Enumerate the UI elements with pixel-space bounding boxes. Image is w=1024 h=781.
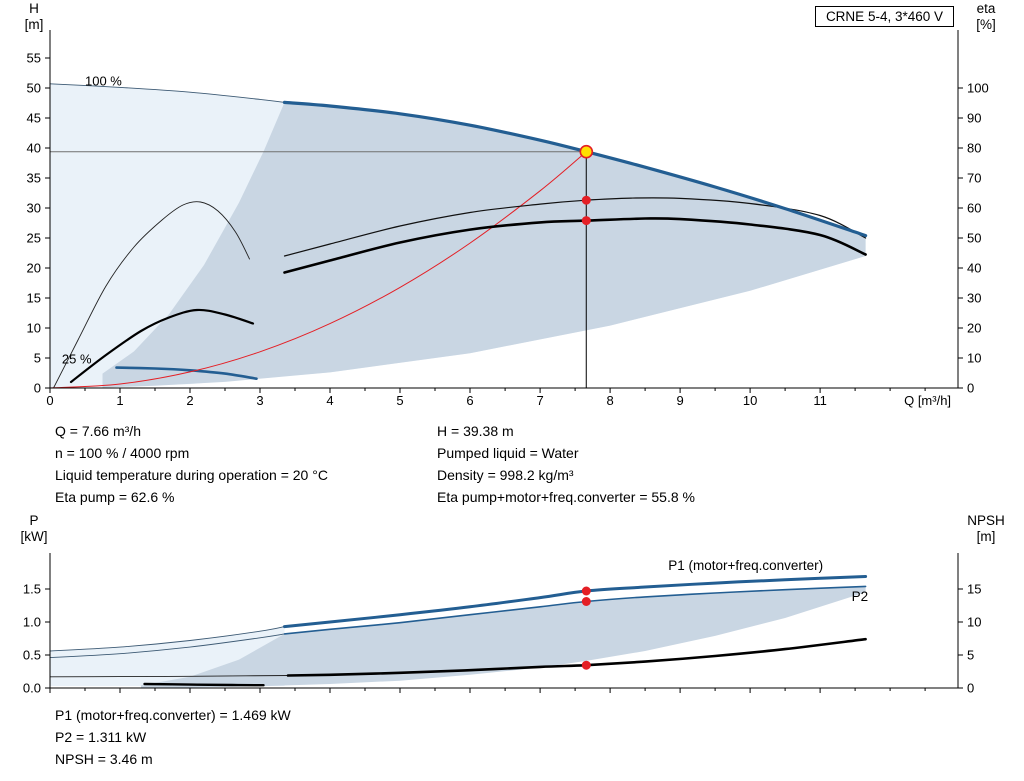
- duty-head-text: H = 39.38 m: [437, 423, 514, 439]
- axis-title-npsh: [m]: [977, 529, 996, 544]
- p1-label: P1 (motor+freq.converter): [668, 558, 823, 573]
- y-tick-label: 40: [27, 141, 41, 156]
- y-tick-label: 50: [967, 231, 981, 246]
- y-tick-label: 0: [967, 681, 974, 696]
- x-tick-label: 1: [116, 393, 123, 408]
- duty-flow-text: Q = 7.66 m³/h: [55, 423, 141, 439]
- axis-title-h: [m]: [25, 17, 44, 32]
- x-tick-label: 2: [186, 393, 193, 408]
- x-tick-label: 4: [326, 393, 333, 408]
- p1-curve-low: [49, 626, 285, 652]
- y-tick-label: 1.5: [23, 582, 41, 597]
- power-envelope: [141, 586, 866, 688]
- p2-curve-low: [49, 633, 285, 659]
- y-tick-label: 55: [27, 51, 41, 66]
- pump-curve-25: [115, 366, 258, 380]
- eta-pump-curve-25: [53, 201, 250, 389]
- y-tick-label: 15: [967, 582, 981, 597]
- qh-chart[interactable]: 100 %25 %0 1 2 3 4 5 6 7 8 9 10 11 Q [m³/h]051015202…: [0, 0, 1024, 418]
- speed-25-label: 25 %: [62, 351, 92, 366]
- y-tick-label: 5: [34, 351, 41, 366]
- npsh-curve: [286, 637, 867, 677]
- eta-total-text: Eta pump+motor+freq.converter = 55.8 %: [437, 489, 695, 505]
- axis-title-h: H: [29, 1, 39, 16]
- pump-model-badge: CRNE 5-4, 3*460 V: [814, 6, 954, 27]
- y-tick-label: 40: [967, 261, 981, 276]
- eta-total-dot: [581, 216, 591, 226]
- p-curve-25: [143, 682, 265, 687]
- power-data-block: P1 (motor+freq.converter) = 1.469 kW P2 …: [55, 704, 291, 770]
- system-curve: [49, 151, 587, 389]
- p1-value-text: P1 (motor+freq.converter) = 1.469 kW: [55, 707, 291, 723]
- p2-dot: [581, 597, 591, 606]
- x-tick-label: 8: [606, 393, 613, 408]
- x-axis-label: Q [m³/h]: [904, 393, 951, 408]
- density-text: Density = 998.2 kg/m³: [437, 467, 574, 483]
- y-tick-label: 0.0: [23, 681, 41, 696]
- y-tick-label: 15: [27, 291, 41, 306]
- y-tick-label: 90: [967, 111, 981, 126]
- duty-speed-text: n = 100 % / 4000 rpm: [55, 445, 190, 461]
- y-tick-label: 25: [27, 231, 41, 246]
- y-tick-label: 10: [967, 351, 981, 366]
- p1-curve: [283, 575, 868, 629]
- y-tick-label: 1.0: [23, 615, 41, 630]
- eta-total-curve-25: [69, 308, 255, 384]
- y-tick-label: 5: [967, 648, 974, 663]
- y-tick-label: 30: [967, 291, 981, 306]
- speed-line-100: [49, 83, 285, 103]
- x-tick-label: 7: [536, 393, 543, 408]
- y-tick-label: 10: [27, 321, 41, 336]
- y-tick-label: 20: [967, 321, 981, 336]
- y-tick-label: 0.5: [23, 648, 41, 663]
- axis-title-eta: [%]: [976, 17, 996, 32]
- pump-curve-100: [282, 100, 868, 238]
- power-npsh-chart[interactable]: P1 (motor+freq.converter) P2 0.0 0.5 1.0 1.5 P…: [0, 512, 1024, 704]
- p2-value-text: P2 = 1.311 kW: [55, 729, 147, 745]
- x-tick-label: 0: [46, 393, 53, 408]
- axis-title-eta: eta: [977, 1, 996, 16]
- y-tick-label: 30: [27, 201, 41, 216]
- axis-title-p: [kW]: [21, 529, 48, 544]
- x-tick-label: 10: [743, 393, 757, 408]
- p2-label: P2: [852, 589, 869, 604]
- axis-title-npsh: NPSH: [967, 513, 1005, 528]
- pump-model-label: CRNE 5-4, 3*460 V: [825, 9, 943, 24]
- x-tick-label: 3: [256, 393, 263, 408]
- y-tick-label: 0: [34, 381, 41, 396]
- y-tick-label: 80: [967, 141, 981, 156]
- p1-dot: [581, 586, 591, 596]
- operating-envelope: [102, 102, 866, 388]
- duty-point[interactable]: [579, 144, 594, 159]
- axis-title-p: P: [29, 513, 38, 528]
- npsh-dot: [581, 660, 591, 670]
- y-tick-label: 50: [27, 81, 41, 96]
- x-tick-label: 9: [676, 393, 683, 408]
- duty-data-col1: Q = 7.66 m³/h n = 100 % / 4000 rpm Liqui…: [55, 420, 437, 508]
- speed-100-label: 100 %: [85, 74, 122, 89]
- y-tick-label: 100: [967, 81, 989, 96]
- pumped-liquid-text: Pumped liquid = Water: [437, 445, 579, 461]
- y-tick-label: 35: [27, 171, 41, 186]
- eta-pump-dot: [581, 195, 591, 205]
- y-tick-label: 45: [27, 111, 41, 126]
- p2-curve: [283, 585, 867, 635]
- duty-data-col2: H = 39.38 m Pumped liquid = Water Densit…: [437, 420, 695, 508]
- y-tick-label: 70: [967, 171, 981, 186]
- x-tick-label: 5: [396, 393, 403, 408]
- x-tick-label: 6: [466, 393, 473, 408]
- y-tick-label: 0: [967, 381, 974, 396]
- y-tick-label: 10: [967, 615, 981, 630]
- x-tick-label: 11: [813, 393, 827, 408]
- eta-pump-text: Eta pump = 62.6 %: [55, 489, 175, 505]
- npsh-curve-low: [49, 675, 289, 678]
- npsh-value-text: NPSH = 3.46 m: [55, 751, 153, 767]
- y-tick-label: 60: [967, 201, 981, 216]
- liquid-temperature-text: Liquid temperature during operation = 20…: [55, 467, 328, 483]
- y-tick-label: 20: [27, 261, 41, 276]
- duty-data-block: Q = 7.66 m³/h n = 100 % / 4000 rpm Liqui…: [55, 420, 695, 508]
